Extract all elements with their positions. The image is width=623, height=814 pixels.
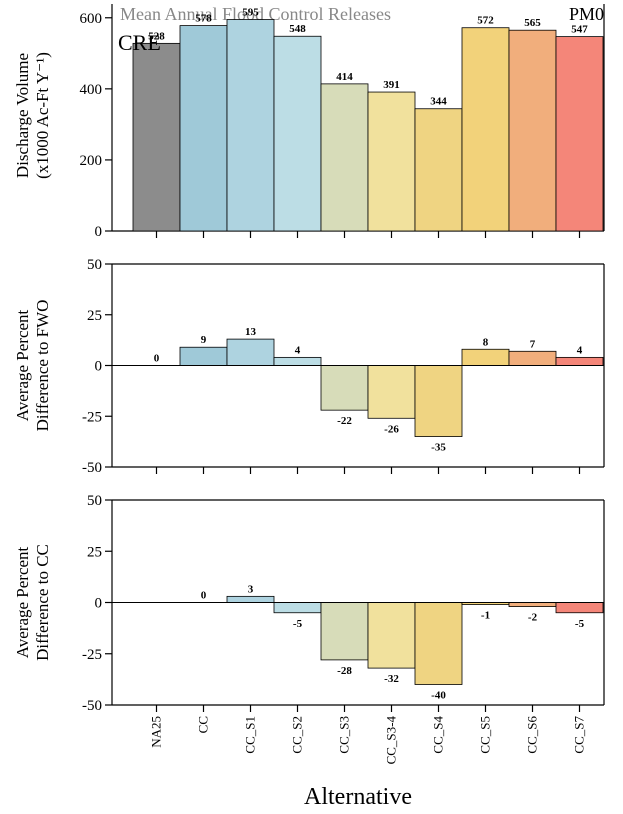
panel1-bar-label: 4: [295, 344, 301, 356]
panel1-bar-cc_s1: [226, 338, 275, 366]
panel0-bar-label: 547: [571, 24, 588, 36]
panel2-y-axis-label: Difference to CC: [33, 544, 52, 661]
panel2-bar-label: -28: [337, 665, 352, 677]
panel2-y-tick-label: 0: [95, 596, 103, 612]
panel-tag-label: CRE: [118, 30, 161, 55]
panel0-bar-label: 414: [336, 71, 353, 83]
panel1-bar-label: 13: [245, 326, 257, 338]
x-category-label: CC_S5: [478, 716, 493, 754]
panel2-bar-label: -2: [528, 612, 538, 624]
panel1-bar-label: 0: [154, 353, 160, 365]
panel2-bar-label: 0: [201, 590, 207, 602]
panel2-bar-cc_s7: [555, 602, 604, 614]
panel1-bar-cc_s3-4: [367, 365, 416, 419]
panel1-bar-label: 8: [483, 336, 489, 348]
panel1-y-axis-label: Difference to FWO: [33, 300, 52, 432]
panel1-bar-label: -26: [384, 423, 399, 435]
panel2-y-axis-label: Average Percent: [13, 546, 32, 658]
chart-header-title: Mean Annual Flood Control Releases: [120, 4, 391, 24]
panel0-bar-label: 578: [195, 13, 212, 25]
panel0-bar-label: 528: [148, 30, 165, 42]
panel0-y-axis-label: (x1000 Ac-Ft Y⁻¹): [33, 52, 52, 179]
x-category-label: CC_S6: [525, 716, 540, 754]
x-category-label: CC_S4: [431, 716, 446, 754]
panel0-bar-label: 595: [242, 7, 259, 19]
panel2-bar-label: 3: [248, 583, 254, 595]
panel2-bar-cc_s3-4: [367, 602, 416, 669]
panel0-bar-label: 565: [524, 17, 541, 29]
panel1-bar-label: -35: [431, 442, 446, 454]
panel1-bar-cc_s6: [508, 350, 557, 366]
panel0-y-tick-label: 400: [80, 82, 103, 98]
panel1-y-tick-label: -25: [82, 409, 102, 425]
panel0-y-tick-label: 200: [80, 153, 103, 169]
panel0-bar-cc_s3: [320, 83, 369, 232]
panel0-bar-na25: [132, 42, 181, 232]
x-category-label: CC_S1: [243, 716, 258, 754]
panel0-y-tick-label: 600: [80, 11, 103, 27]
x-category-label: CC_S7: [572, 716, 587, 754]
x-category-label: CC_S2: [290, 716, 305, 754]
panel0-bar-cc_s3-4: [367, 91, 416, 232]
x-category-label: CC_S3-4: [384, 716, 399, 765]
x-category-label: NA25: [149, 716, 164, 748]
panel1-bar-cc_s5: [461, 348, 510, 366]
x-axis-title: Alternative: [304, 784, 412, 810]
panel1-bar-label: 7: [530, 338, 536, 350]
panel2-bar-label: -5: [575, 618, 585, 630]
panel1-bar-cc: [179, 346, 228, 366]
panel1-bar-cc_s4: [414, 365, 463, 437]
panel2-bar-label: -32: [384, 673, 399, 685]
panel0-bar-cc_s6: [508, 29, 557, 232]
panel1-y-tick-label: 50: [87, 257, 102, 273]
panel0-bar-cc: [179, 25, 228, 232]
panel2-y-tick-label: 25: [87, 544, 102, 560]
x-category-label: CC: [196, 716, 211, 733]
panel0-bar-label: 391: [383, 79, 400, 91]
chart-header-code: PM0: [569, 4, 604, 24]
panel1-bar-cc_s2: [273, 356, 322, 366]
x-category-label: CC_S3: [337, 716, 352, 754]
panel0-bar-label: 572: [477, 15, 494, 27]
panel2-y-tick-label: -50: [82, 698, 102, 714]
panel2-y-tick-label: 50: [87, 493, 102, 509]
panel0-bar-cc_s5: [461, 27, 510, 232]
panel2-bar-cc_s2: [273, 602, 322, 614]
panel1-bar-label: -22: [337, 415, 352, 427]
panel0-bar-cc_s2: [273, 35, 322, 232]
panel0-bar-label: 344: [430, 96, 447, 108]
panel2-bar-cc_s6: [508, 602, 557, 607]
panel2-bar-label: -40: [431, 690, 446, 702]
panel1-bar-label: 4: [577, 344, 583, 356]
panel2-bar-label: -5: [293, 618, 303, 630]
panel1-y-tick-label: 25: [87, 308, 102, 324]
panel0-bar-cc_s4: [414, 108, 463, 232]
panel2-bar-cc_s3: [320, 602, 369, 661]
panel0-y-tick-label: 0: [95, 224, 103, 240]
panel0-bar-cc_s7: [555, 36, 604, 232]
panel2-bar-cc_s4: [414, 602, 463, 685]
panel1-bar-cc_s3: [320, 365, 369, 411]
panel2-bar-cc_s1: [226, 595, 275, 603]
panel2-bar-label: -1: [481, 610, 490, 622]
panel1-y-axis-label: Average Percent: [13, 309, 32, 421]
panel1-bar-cc_s7: [555, 356, 604, 366]
panel0-bar-label: 548: [289, 23, 306, 35]
panel0-y-axis-label: Discharge Volume: [13, 53, 32, 178]
panel1-bar-label: 9: [201, 334, 207, 346]
panel1-y-tick-label: -50: [82, 460, 102, 476]
panel2-y-tick-label: -25: [82, 647, 102, 663]
panel1-y-tick-label: 0: [95, 359, 103, 375]
panel0-bar-cc_s1: [226, 19, 275, 232]
